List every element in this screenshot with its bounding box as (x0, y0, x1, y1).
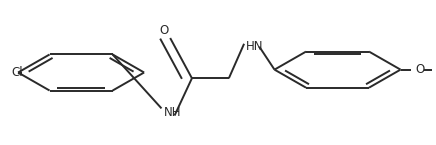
Text: NH: NH (164, 106, 181, 119)
Text: O: O (159, 24, 168, 37)
Text: HN: HN (246, 40, 264, 53)
Text: Cl: Cl (12, 66, 23, 79)
Text: O: O (416, 63, 425, 76)
